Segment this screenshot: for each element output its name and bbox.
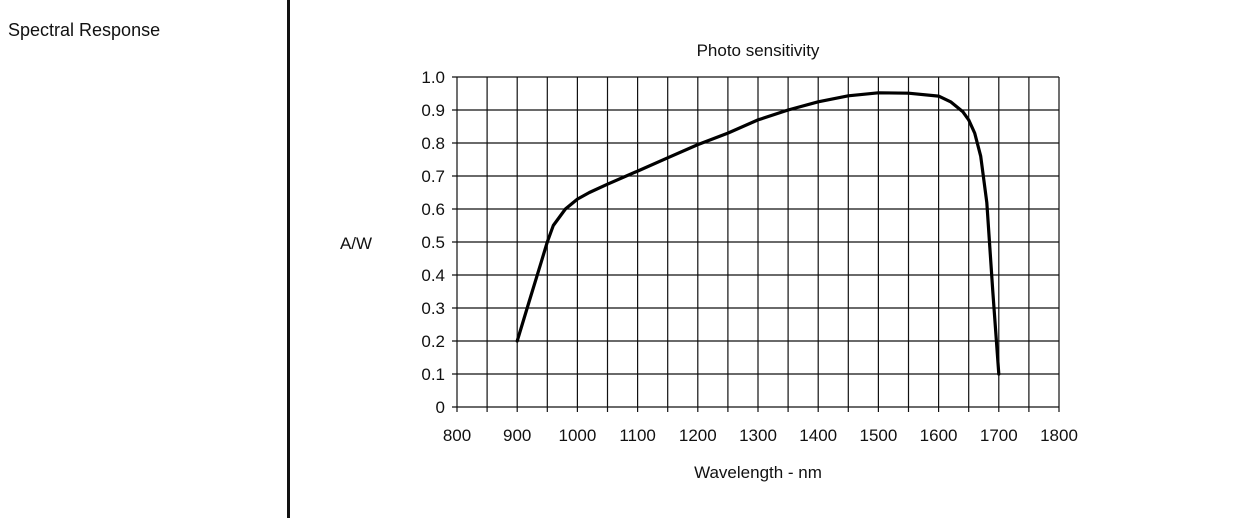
y-tick-label: 0.9 [421,101,445,120]
x-tick-label: 1300 [739,426,777,445]
y-axis-label: A/W [340,234,372,253]
grid [452,77,1059,412]
y-tick-label: 0.2 [421,332,445,351]
y-tick-labels: 0 0.1 0.2 0.3 0.4 0.5 0.6 0.7 0.8 0.9 1.0 [421,68,445,417]
x-tick-label: 1200 [679,426,717,445]
y-tick-label: 0.6 [421,200,445,219]
x-tick-label: 1000 [558,426,596,445]
y-tick-label: 1.0 [421,68,445,87]
x-tick-label: 800 [443,426,471,445]
x-tick-label: 1500 [859,426,897,445]
x-tick-label: 1400 [799,426,837,445]
y-tick-label: 0.7 [421,167,445,186]
y-tick-label: 0.4 [421,266,445,285]
x-tick-label: 900 [503,426,531,445]
y-tick-label: 0.1 [421,365,445,384]
x-tick-label: 1700 [980,426,1018,445]
y-tick-label: 0.8 [421,134,445,153]
y-tick-label: 0.3 [421,299,445,318]
y-tick-label: 0.5 [421,233,445,252]
chart-title: Photo sensitivity [697,41,820,60]
x-tick-label: 1800 [1040,426,1078,445]
x-tick-label: 1100 [619,426,656,445]
y-tick-label: 0 [436,398,445,417]
x-axis-label: Wavelength - nm [694,463,822,482]
x-tick-labels: 800 900 1000 1100 1200 1300 1400 1500 1600 1700 18… [443,426,1078,445]
x-tick-label: 1600 [920,426,958,445]
